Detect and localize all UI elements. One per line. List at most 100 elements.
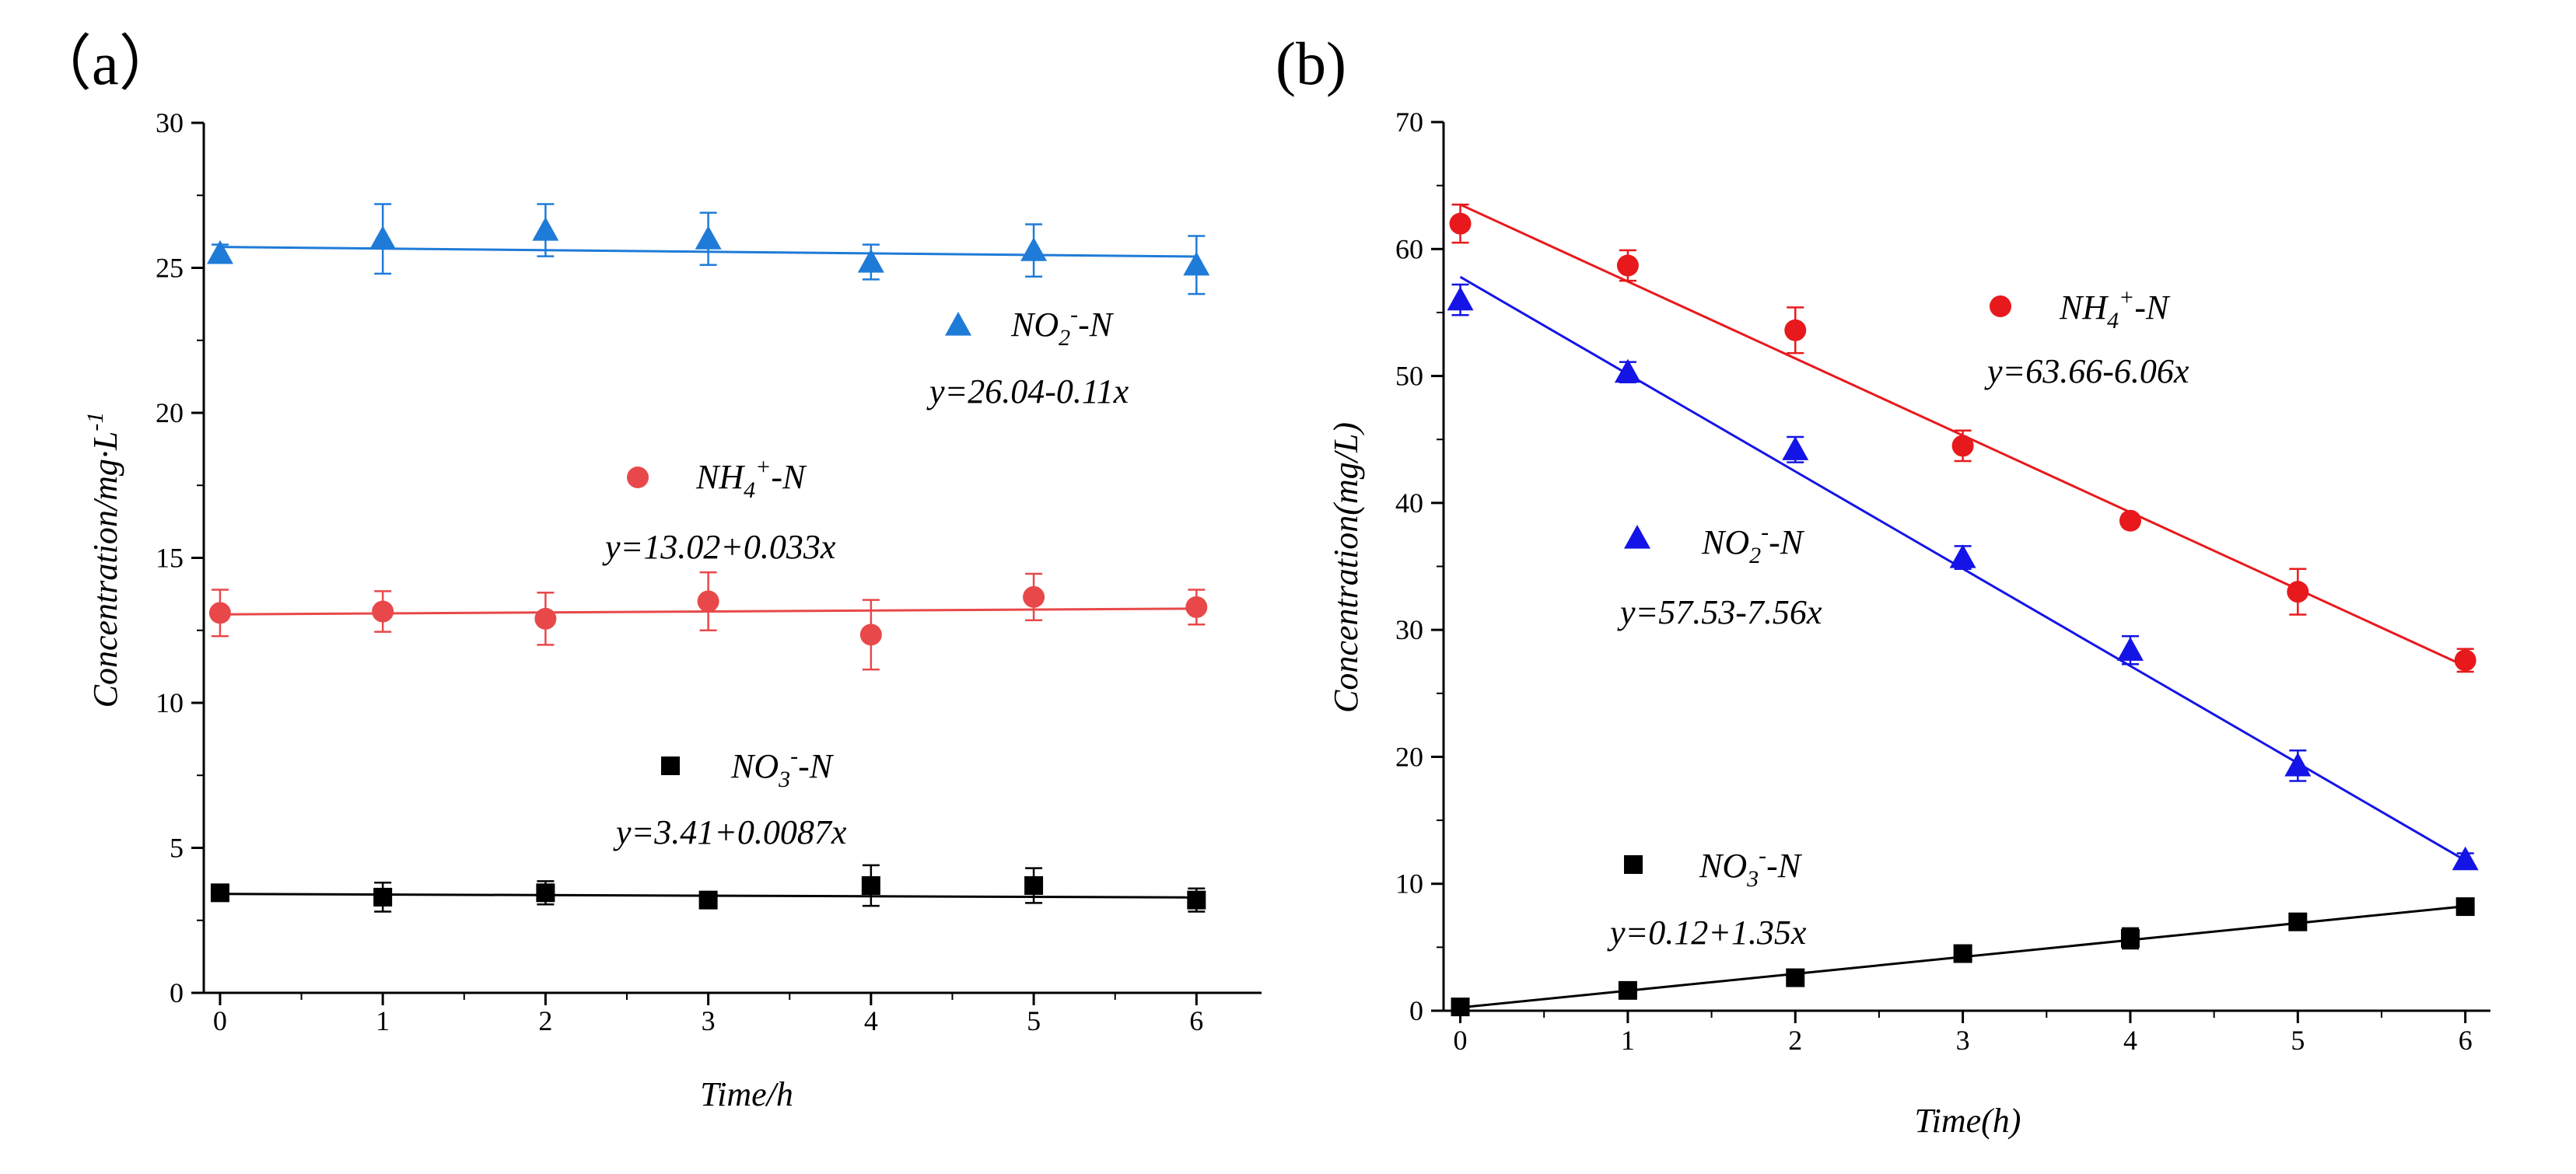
- legend-marker: [661, 756, 680, 775]
- data-point: [698, 890, 718, 910]
- data-point: [1784, 319, 1807, 341]
- y-tick-label: 0: [170, 977, 184, 1008]
- chart-panel-a: 0 1 2 3 4 5 6 0 5 10 15 20 25 30 Time/h Concentration/m…: [31, 30, 1262, 1113]
- y-tick-label: 50: [1395, 361, 1423, 392]
- data-point: [857, 249, 884, 273]
- x-tick-label: 1: [376, 1005, 390, 1036]
- x-tick-label: 0: [1454, 1025, 1468, 1056]
- data-point: [2119, 509, 2141, 532]
- y-axis-label: Concentration/mg·L-1: [82, 412, 124, 708]
- y-tick-label: 10: [1395, 868, 1423, 900]
- fit-equation-label: y=26.04-0.11x: [926, 372, 1129, 411]
- data-point: [2455, 897, 2475, 917]
- series-0: [206, 203, 1210, 295]
- data-point: [2116, 637, 2144, 661]
- data-point: [1023, 585, 1045, 608]
- y-tick-label: 25: [156, 253, 184, 284]
- x-tick-label: 4: [2123, 1025, 2137, 1056]
- data-point: [206, 239, 233, 264]
- data-point: [1786, 968, 1805, 987]
- x-axis-label: Time/h: [700, 1075, 793, 1113]
- x-tick-label: 3: [702, 1005, 716, 1036]
- legend-label: NH4+-N: [2059, 285, 2171, 334]
- data-point: [1185, 596, 1208, 618]
- x-tick-label: 3: [1956, 1025, 1970, 1056]
- y-tick-label: 30: [156, 107, 184, 138]
- data-point: [210, 883, 229, 903]
- y-tick-label: 60: [1395, 233, 1423, 264]
- x-tick-label: 0: [213, 1005, 227, 1036]
- data-point: [1953, 944, 1972, 963]
- data-point: [1187, 890, 1206, 910]
- series-1: [1447, 275, 2479, 871]
- data-point: [1782, 436, 1809, 460]
- y-tick-label: 0: [1409, 995, 1423, 1026]
- legend-marker: [627, 466, 649, 488]
- y-tick-label: 40: [1395, 487, 1423, 519]
- data-point: [2287, 581, 2309, 603]
- x-tick-label: 5: [1027, 1005, 1041, 1036]
- legend-label: NO3--N: [730, 743, 835, 792]
- legend-marker: [1990, 295, 2011, 317]
- chart-panel-b: 0 1 2 3 4 5 6010203040506070Time(h)Concentrati…: [1276, 30, 2490, 1140]
- y-tick-label: 70: [1395, 107, 1423, 138]
- x-tick-label: 4: [864, 1005, 878, 1036]
- legend-marker: [945, 312, 971, 336]
- series-0: [1449, 203, 2476, 673]
- data-point: [532, 217, 559, 241]
- series-1: [208, 571, 1208, 671]
- x-tick-label: 1: [1621, 1025, 1635, 1056]
- data-point: [369, 225, 397, 250]
- x-tick-label: 5: [2291, 1025, 2305, 1056]
- legend-marker: [1624, 855, 1643, 874]
- data-point: [1618, 980, 1637, 1000]
- data-point: [2452, 846, 2479, 871]
- data-point: [1951, 435, 1974, 457]
- legend-label: NH4+-N: [695, 454, 807, 503]
- data-point: [534, 607, 557, 630]
- fit-equation-label: y=57.53-7.56x: [1617, 593, 1822, 631]
- data-point: [1949, 544, 1976, 568]
- x-tick-label: 6: [2459, 1025, 2473, 1056]
- data-point: [2284, 752, 2312, 777]
- series-2: [210, 864, 1206, 913]
- legend-label: NO2--N: [1010, 302, 1115, 351]
- panel-label: （a）: [31, 30, 180, 97]
- data-point: [1020, 237, 1048, 261]
- y-tick-label: 30: [1395, 614, 1423, 645]
- y-tick-label: 10: [156, 687, 184, 718]
- fit-equation-label: y=0.12+1.35x: [1607, 914, 1807, 952]
- data-point: [1183, 251, 1210, 276]
- data-point: [697, 590, 719, 613]
- fit-equation-label: y=63.66-6.06x: [1984, 352, 2189, 390]
- x-tick-label: 2: [538, 1005, 552, 1036]
- y-tick-label: 5: [170, 833, 184, 864]
- fit-equation-label: y=3.41+0.0087x: [613, 813, 847, 851]
- series-2: [1451, 897, 2475, 1017]
- data-point: [1024, 875, 1044, 895]
- x-tick-label: 2: [1788, 1025, 1802, 1056]
- y-tick-label: 20: [156, 397, 184, 428]
- data-point: [536, 883, 555, 903]
- data-point: [2288, 912, 2308, 931]
- x-tick-label: 6: [1189, 1005, 1203, 1036]
- data-point: [372, 600, 394, 623]
- fit-equation-label: y=13.02+0.033x: [602, 528, 836, 566]
- x-axis-label: Time(h): [1915, 1102, 2021, 1140]
- data-point: [1451, 998, 1470, 1017]
- data-point: [1616, 254, 1639, 277]
- data-point: [861, 875, 880, 895]
- panel-label: (b): [1276, 30, 1346, 97]
- data-point: [1447, 286, 1474, 311]
- data-point: [373, 887, 393, 907]
- data-point: [208, 602, 231, 624]
- legend-label: NO2--N: [1701, 519, 1805, 568]
- y-tick-label: 20: [1395, 741, 1423, 772]
- data-point: [859, 624, 882, 646]
- data-point: [2120, 928, 2140, 948]
- y-axis-label: Concentration(mg/L): [1327, 422, 1365, 713]
- data-point: [2454, 649, 2476, 672]
- legend-marker: [1624, 525, 1650, 549]
- y-tick-label: 15: [156, 543, 184, 574]
